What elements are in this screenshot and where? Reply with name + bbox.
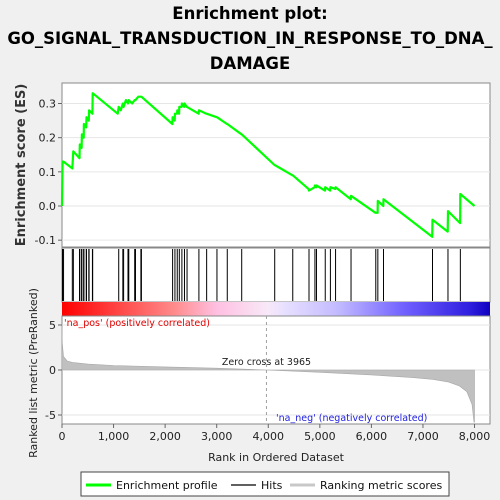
chart-title-line-2: GO_SIGNAL_TRANSDUCTION_IN_RESPONSE_TO_DN… xyxy=(7,29,493,48)
metric-y-tick-label: 0 xyxy=(49,364,56,377)
rank-color-bar xyxy=(62,302,490,316)
x-tick-label: 1,000 xyxy=(98,430,130,443)
legend-label-ranking-metric: Ranking metric scores xyxy=(320,479,442,492)
zero-cross-label: Zero cross at 3965 xyxy=(222,357,311,368)
hits-lines xyxy=(62,249,461,301)
chart-title-line-1: Enrichment plot: xyxy=(172,4,327,23)
metric-y-axis-label: Ranked list metric (PreRanked) xyxy=(27,288,40,458)
es-y-tick-label: 0.1 xyxy=(39,166,57,179)
es-y-tick-label: -0.1 xyxy=(35,234,56,247)
legend-label-enrichment-profile: Enrichment profile xyxy=(116,479,218,492)
x-tick-label: 5,000 xyxy=(304,430,336,443)
pos-correlated-label: 'na_pos' (positively correlated) xyxy=(64,318,210,329)
metric-y-ticks: -5 0 5 xyxy=(45,319,62,422)
es-y-axis-label: Enrichment score (ES) xyxy=(14,84,29,247)
es-y-tick-label: 0.0 xyxy=(39,200,57,213)
x-tick-label: 2,000 xyxy=(149,430,181,443)
metric-y-tick-label: -5 xyxy=(45,409,56,422)
x-tick-label: 3,000 xyxy=(201,430,233,443)
x-tick-label: 6,000 xyxy=(356,430,388,443)
x-axis-label: Rank in Ordered Dataset xyxy=(208,451,345,464)
legend: Enrichment profile Hits Ranking metric s… xyxy=(80,471,450,497)
es-y-tick-label: 0.2 xyxy=(39,132,57,145)
x-tick-label: 7,000 xyxy=(407,430,439,443)
metric-y-tick-label: 5 xyxy=(49,319,56,332)
x-tick-label: 4,000 xyxy=(253,430,285,443)
es-y-ticks: -0.1 0.0 0.1 0.2 0.3 xyxy=(35,98,62,247)
x-tick-label: 8,000 xyxy=(459,430,491,443)
enrichment-profile-line xyxy=(60,92,476,238)
chart-title-line-3: DAMAGE xyxy=(210,54,290,73)
legend-box xyxy=(80,471,450,497)
x-axis-ticks: 0 1,000 2,000 3,000 4,000 5,000 6,000 7,000 8,00… xyxy=(59,424,491,443)
hits-panel xyxy=(61,247,491,303)
ranking-metric-area xyxy=(61,324,475,423)
legend-label-hits: Hits xyxy=(261,479,283,492)
es-y-tick-label: 0.3 xyxy=(39,98,57,111)
x-tick-label: 0 xyxy=(59,430,66,443)
neg-correlated-label: 'na_neg' (negatively correlated) xyxy=(276,413,427,424)
